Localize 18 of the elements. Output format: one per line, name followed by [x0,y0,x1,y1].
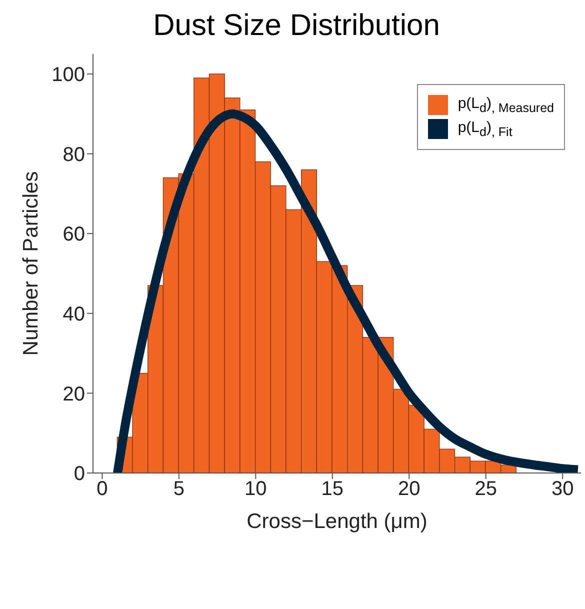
y-tick-label: 100 [52,64,85,86]
y-tick-label: 0 [74,463,85,486]
y-axis-title: Number of Particles [19,171,42,356]
y-tick-label: 60 [62,224,85,246]
y-tick-label: 80 [62,144,85,166]
legend-label: p(L$_{d}$)$_{, Fit}$ [458,119,512,139]
x-axis-title: Cross−Length (μm) [246,510,428,533]
x-tick-label: 10 [244,478,267,500]
legend-label: p(L$_{d}$)$_{, Measured}$ [458,95,554,115]
x-tick-label: 20 [398,478,420,500]
x-tick-label: 5 [173,478,184,500]
x-tick-label: 0 [96,478,108,500]
x-tick-label: 25 [474,478,497,500]
y-tick-label: 40 [62,303,85,326]
x-tick-label: 15 [321,478,344,500]
x-tick-label: 30 [551,478,574,500]
y-tick-label: 20 [62,383,85,406]
chart-title: Dust Size Distribution [152,8,441,44]
